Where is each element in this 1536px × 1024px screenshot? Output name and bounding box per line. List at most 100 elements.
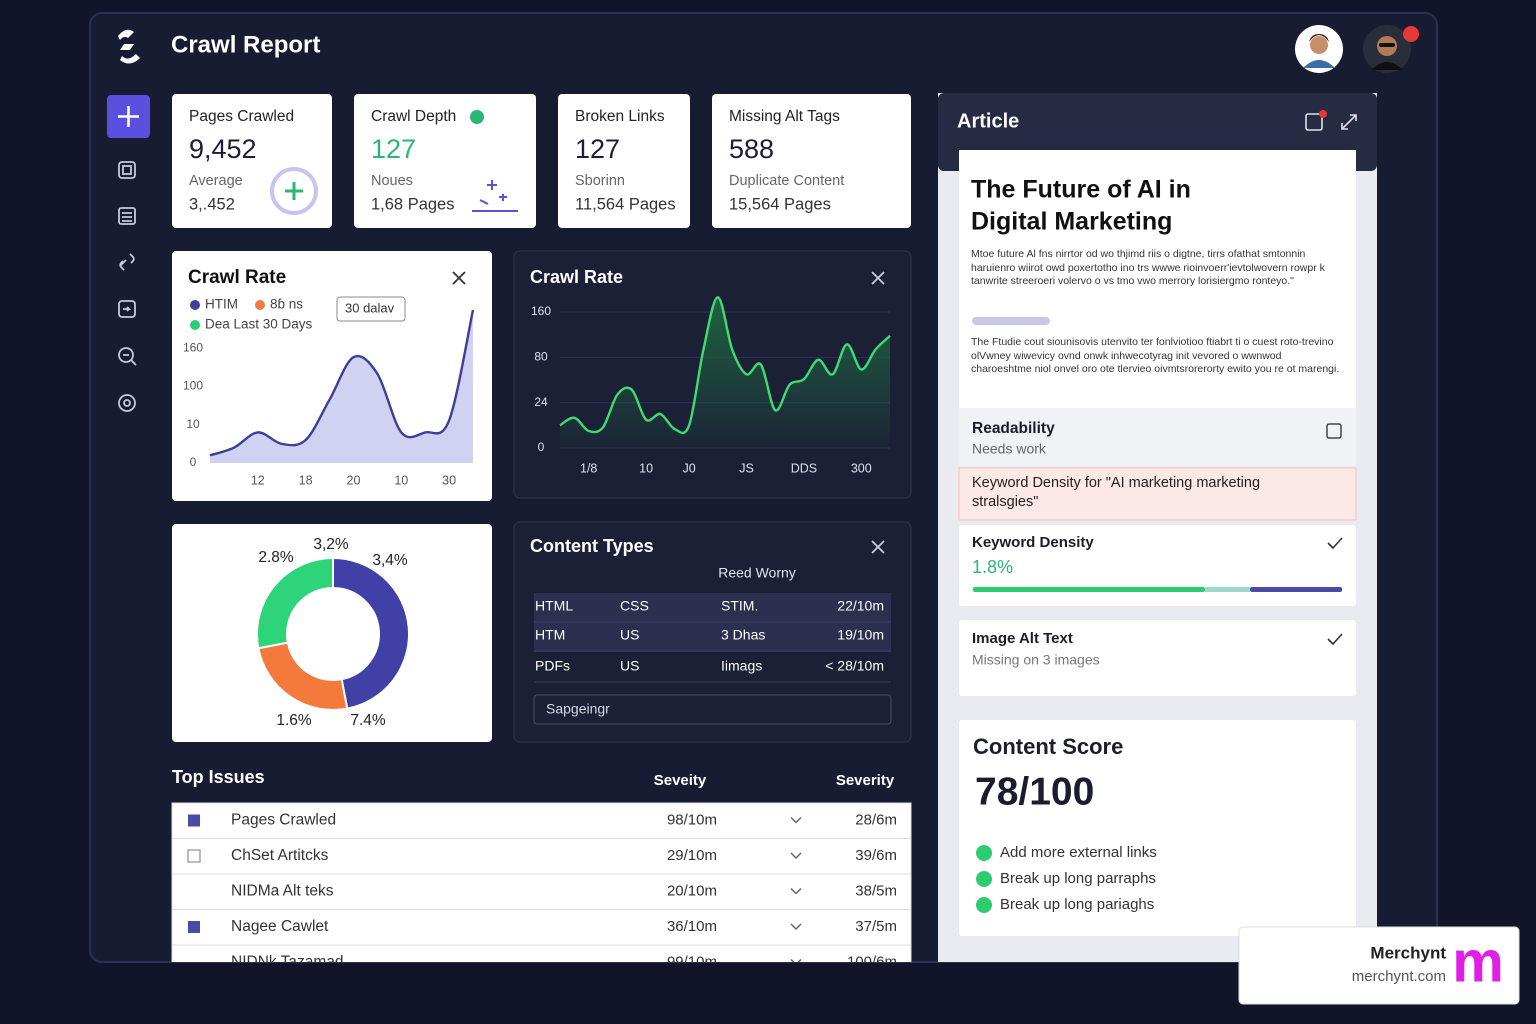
x-tick-label: JS [739,461,754,475]
issue-name: Nagee Cawlet [231,918,329,935]
stat-icon [472,180,518,212]
tip-dot [976,897,992,913]
issue-value: 37/5m [855,918,897,935]
metric-card [959,620,1356,696]
issues-table: Pages Crawled 98/10m 28/6m ChSet Artitcks 29… [171,802,912,971]
table-cell: STIM. [721,598,758,614]
avatar[interactable] [1363,25,1419,73]
issue-name: ChSet Artitcks [231,847,329,864]
row-title: Readability [972,420,1055,437]
issue-name: Pages Crawled [231,812,336,829]
table-cell: US [620,658,639,674]
line [209,309,475,457]
checkbox[interactable] [188,814,200,827]
y-tick-label: 24 [534,395,548,409]
app-title: Crawl Report [171,31,320,58]
logo [118,29,140,64]
paragraph: The Ftudie cout siounisovis utenvito ter… [971,336,1339,375]
close-button[interactable] [452,271,466,285]
table-cell: 22/10m [837,598,884,614]
x-tick-label: 10 [394,473,408,487]
dropdown-label: 30 dalav [345,300,395,315]
table-row [171,909,912,946]
nav-icon[interactable] [118,394,136,412]
article-heading: The Future of AI in [971,176,1191,204]
dropdown[interactable] [336,296,406,322]
chevron[interactable] [790,887,802,895]
legend-swatch [190,300,200,310]
issue-value: 98/10m [667,811,717,828]
legend-label: HTIM [205,297,238,312]
legend-label: Dea Last 30 Days [205,317,313,332]
check-icon [1327,633,1343,646]
check-icon [1327,537,1343,550]
nav-icon[interactable] [119,253,135,271]
close-button[interactable] [871,540,885,554]
metric-title: Keyword Density [972,534,1094,551]
issue-name: NIDNk Tazamad [231,954,344,971]
stat-card [558,94,690,228]
table-cell: CSS [620,598,649,614]
nav-icon[interactable] [118,300,136,318]
table-row [171,838,912,875]
stat-icon [270,167,318,215]
table-row [171,802,912,839]
card [172,524,492,742]
issue-value: 36/10m [667,918,717,935]
tips: Add more external links Break up long par… [976,844,1157,913]
x-tick-label: 30 [442,473,456,487]
issue-value: 29/10m [667,847,717,864]
checkbox[interactable] [188,921,200,933]
paragraph: Mtoe future Al fns nirrtor od wo thjimd … [971,248,1325,287]
search-box[interactable] [533,694,892,725]
section-title: Top Issues [172,767,265,787]
nav-icon[interactable] [118,207,136,225]
nav-icon[interactable] [118,161,136,179]
table-row [171,873,912,910]
row-status: Needs work [972,441,1047,457]
legend-label: 8ɓ ns [270,297,303,312]
metric-value: 1.8% [972,557,1013,577]
score-value: 78/100 [975,770,1094,813]
badge-url: merchynt.com [1352,968,1446,985]
stat-value: 9,452 [189,134,257,164]
nav-icon[interactable] [118,347,134,363]
area [560,297,890,448]
pie-annotation: 3,2% [313,536,349,553]
stat-value: 127 [371,134,416,164]
panel-title: Article [957,110,1019,132]
stat-label: Missing Alt Tags [729,108,840,125]
expand-icon[interactable] [1326,423,1342,439]
y-tick-label: 10 [186,417,200,431]
table-subheader: Reed Worny [718,565,796,581]
close-button[interactable] [871,271,885,285]
stat-sub-label: Noues [371,173,413,189]
chevron[interactable] [790,923,802,931]
stat-value: 588 [729,134,774,164]
alert-row [958,467,1357,521]
table-cell: 3 Dhas [721,627,765,643]
x-tick-label: 12 [251,473,265,487]
avatar[interactable] [1295,25,1343,73]
stat-sub-value: 1,68 Pages [371,195,454,213]
stat-icon [285,182,303,200]
metric-card [959,525,1356,606]
chart-title: Crawl Rate [530,267,623,287]
tip-dot [976,845,992,861]
metric-title: Image Alt Text [972,630,1073,647]
chart-title: Crawl Rate [188,267,286,288]
chevron[interactable] [790,816,802,824]
tip-text: Break up long parraphs [1000,870,1156,887]
checkbox[interactable] [187,849,201,863]
stat-card [354,94,536,228]
x-tick-label: 300 [851,461,872,475]
x-tick-label: 1/8 [580,461,597,475]
progress [1205,587,1250,592]
chevron[interactable] [790,958,802,965]
chevron[interactable] [790,852,802,860]
readability-row [959,408,1356,466]
badge-logo: m [1452,929,1504,994]
panel-icons[interactable] [1305,110,1357,131]
